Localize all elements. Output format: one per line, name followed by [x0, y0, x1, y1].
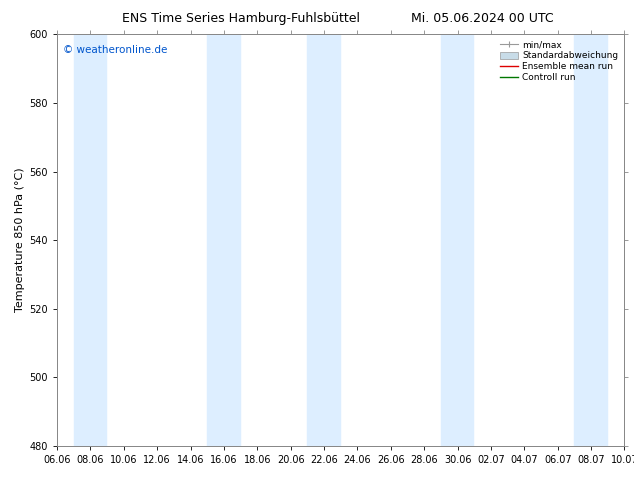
- Y-axis label: Temperature 850 hPa (°C): Temperature 850 hPa (°C): [15, 168, 25, 313]
- Bar: [74, 34, 107, 446]
- Bar: [307, 34, 341, 446]
- Bar: [207, 34, 241, 446]
- Text: © weatheronline.de: © weatheronline.de: [63, 45, 167, 54]
- Bar: [574, 34, 608, 446]
- Legend: min/max, Standardabweichung, Ensemble mean run, Controll run: min/max, Standardabweichung, Ensemble me…: [498, 39, 620, 84]
- Bar: [441, 34, 474, 446]
- Text: ENS Time Series Hamburg-Fuhlsbüttel: ENS Time Series Hamburg-Fuhlsbüttel: [122, 12, 360, 25]
- Text: Mi. 05.06.2024 00 UTC: Mi. 05.06.2024 00 UTC: [411, 12, 553, 25]
